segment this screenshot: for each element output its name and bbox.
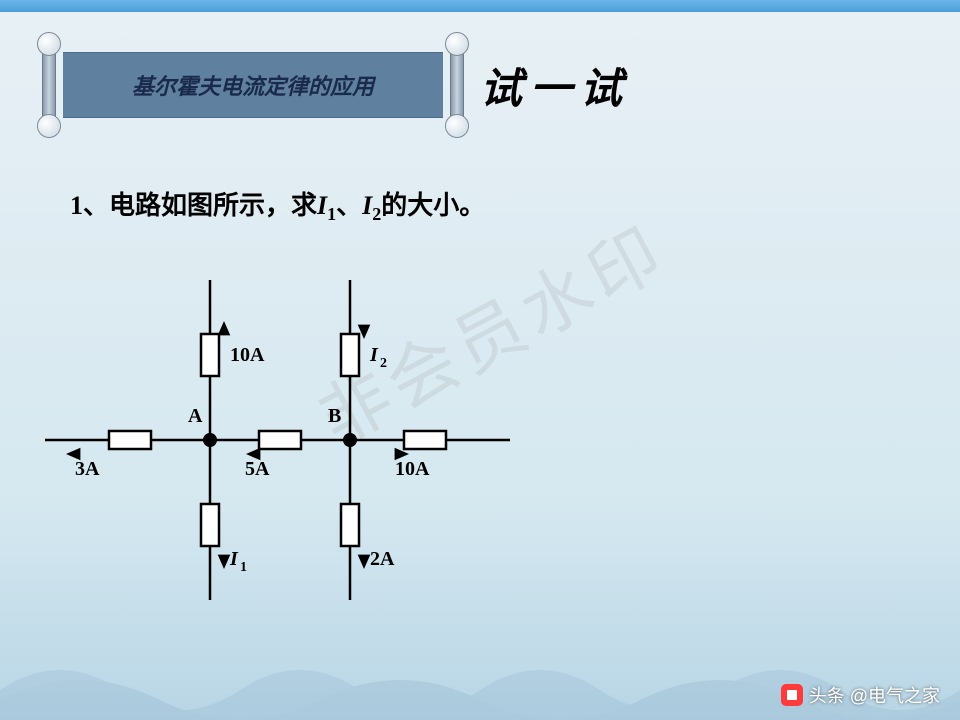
scroll-left: [35, 40, 63, 130]
toutiao-icon: [781, 684, 803, 706]
svg-text:I: I: [229, 548, 239, 570]
top-bar: [0, 0, 960, 12]
question-text: 1、电路如图所示，求I1、I2的大小。: [70, 185, 485, 225]
question-suffix: 的大小。: [381, 191, 485, 220]
svg-text:1: 1: [240, 560, 247, 575]
svg-text:I: I: [369, 344, 379, 366]
attribution: 头条 @电气之家: [781, 682, 940, 708]
question-i2-sub: 2: [372, 204, 381, 224]
svg-text:B: B: [328, 405, 341, 427]
scroll-right: [443, 40, 471, 130]
try-heading: 试一试: [480, 55, 630, 116]
circuit-diagram: 10A3AI15AI210A2AAB: [30, 260, 530, 640]
svg-text:A: A: [188, 405, 203, 427]
svg-text:3A: 3A: [75, 458, 100, 480]
title-banner: 基尔霍夫电流定律的应用: [35, 40, 471, 130]
svg-text:10A: 10A: [230, 344, 265, 366]
question-i1: I: [317, 191, 327, 220]
attribution-text: 头条 @电气之家: [809, 682, 940, 708]
question-prefix: 1、电路如图所示，求: [70, 191, 317, 220]
question-i1-sub: 1: [327, 204, 336, 224]
svg-text:5A: 5A: [245, 458, 270, 480]
svg-text:10A: 10A: [395, 458, 430, 480]
svg-text:2: 2: [380, 356, 387, 371]
banner-title: 基尔霍夫电流定律的应用: [63, 52, 443, 118]
question-i2: I: [362, 191, 372, 220]
question-sep: 、: [336, 191, 362, 220]
svg-text:2A: 2A: [370, 548, 395, 570]
